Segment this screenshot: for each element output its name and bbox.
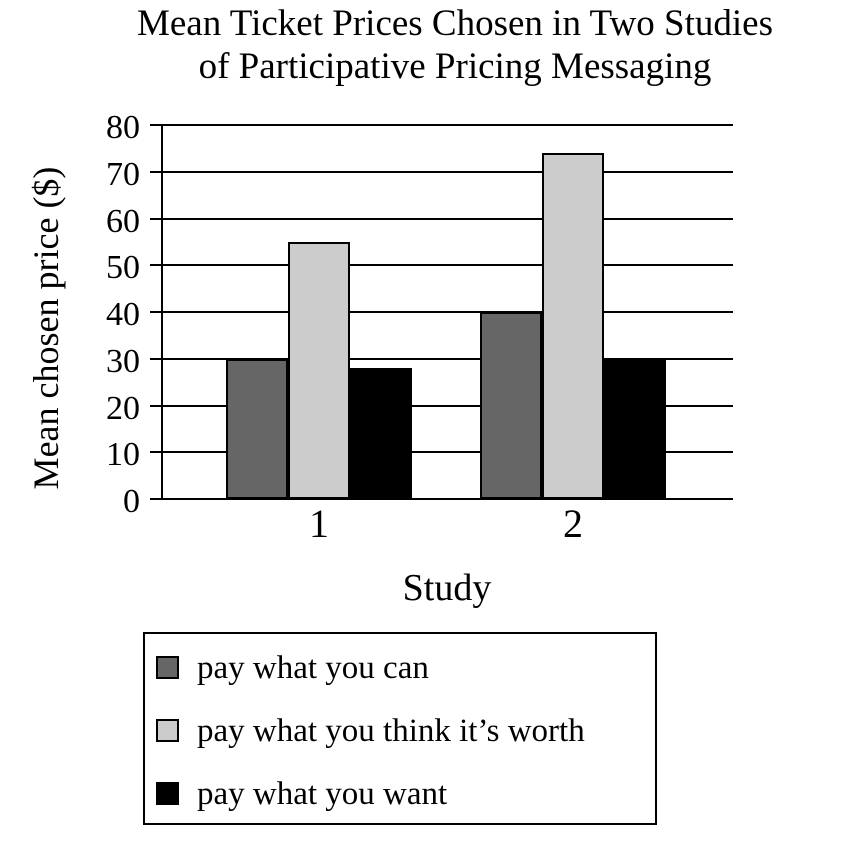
legend-label: pay what you want [197,775,448,812]
y-tick-label: 40 [106,296,140,333]
y-tick-label: 0 [123,483,140,520]
chart-title-line1: Mean Ticket Prices Chosen in Two Studies [136,3,773,44]
legend: pay what you can pay what you think it’s … [143,632,657,825]
chart-title-line2: of Participative Pricing Messaging [198,46,712,87]
x-category-label-2: 2 [563,501,583,546]
y-tick-mark-60 [150,217,162,220]
legend-swatch-icon [156,719,179,742]
legend-swatch-icon [156,782,179,805]
gridline-30 [162,357,733,360]
x-axis-line [150,498,733,500]
x-category-label-1: 1 [309,501,329,546]
legend-label: pay what you can [197,649,429,686]
legend-row-3: pay what you want [145,762,655,825]
gridline-50 [162,264,733,267]
bar-study2-series3 [604,358,666,499]
y-tick-mark-20 [150,404,162,407]
y-tick-label: 30 [106,342,140,380]
legend-row-2: pay what you think it’s worth [145,699,655,762]
gridline-60 [162,217,733,220]
y-axis-line [161,124,163,500]
y-tick-label: 80 [106,109,140,146]
bar-study2-series1 [480,312,542,499]
legend-row-1: pay what you can [145,636,655,699]
legend-swatch-icon [156,656,179,679]
y-tick-mark-10 [150,451,162,454]
y-tick-label: 70 [106,155,140,193]
gridline-80 [162,124,733,126]
y-tick-label: 50 [106,249,140,287]
y-tick-label: 60 [106,202,140,240]
gridline-70 [162,170,733,173]
legend-label: pay what you think it’s worth [197,712,585,749]
y-tick-mark-80 [150,124,162,126]
gridline-20 [162,404,733,407]
y-tick-mark-70 [150,170,162,173]
gridline-40 [162,311,733,313]
y-tick-mark-50 [150,264,162,267]
bar-study1-series3 [350,368,412,499]
y-tick-label: 10 [106,436,140,474]
bar-study1-series1 [226,358,288,499]
y-tick-mark-30 [150,357,162,360]
y-tick-label: 20 [106,389,140,427]
gridline-10 [162,451,733,454]
y-tick-mark-40 [150,311,162,313]
chart-title: Mean Ticket Prices Chosen in Two Studies… [60,2,850,88]
bar-study2-series2 [542,153,604,499]
bar-study1-series2 [288,241,350,499]
x-axis-title: Study [402,567,492,609]
